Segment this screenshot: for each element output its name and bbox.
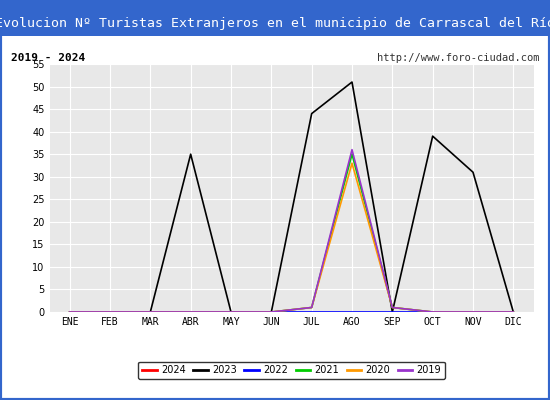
Text: 2019 - 2024: 2019 - 2024 [11,53,85,63]
Legend: 2024, 2023, 2022, 2021, 2020, 2019: 2024, 2023, 2022, 2021, 2020, 2019 [139,362,444,379]
Text: http://www.foro-ciudad.com: http://www.foro-ciudad.com [377,53,539,63]
Text: Evolucion Nº Turistas Extranjeros en el municipio de Carrascal del Río: Evolucion Nº Turistas Extranjeros en el … [0,18,550,30]
